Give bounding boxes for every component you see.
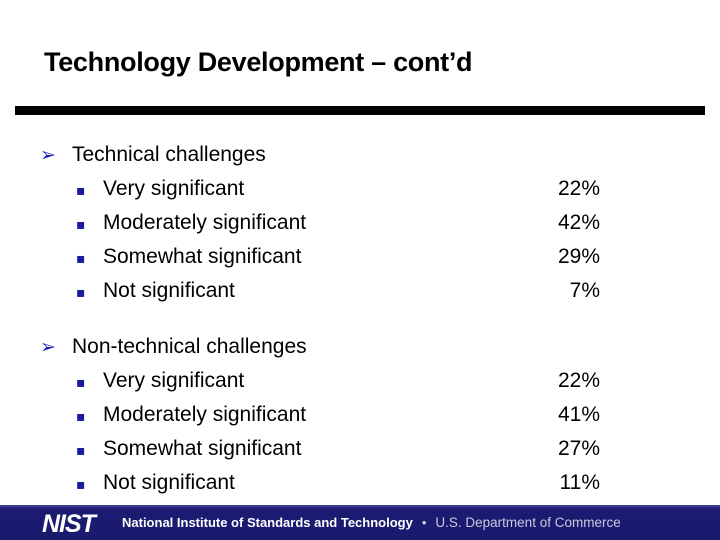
footer-dept-name: U.S. Department of Commerce — [435, 515, 621, 530]
square-bullet-icon: ▪ — [76, 443, 86, 459]
section-heading-label: Non-technical challenges — [72, 335, 307, 358]
list-item: ▪ Very significant 22% — [76, 173, 600, 207]
square-bullet-icon: ▪ — [76, 409, 86, 425]
section-heading-label: Technical challenges — [72, 143, 266, 166]
item-label: Very significant — [103, 177, 245, 200]
footer-org-name: National Institute of Standards and Tech… — [122, 515, 413, 530]
item-value: 42% — [557, 211, 600, 234]
square-bullet-icon: ▪ — [76, 251, 86, 267]
list-item: ▪ Not significant 11% — [76, 467, 600, 501]
item-value: 11% — [559, 471, 600, 494]
item-value: 22% — [557, 369, 600, 392]
square-bullet-icon: ▪ — [76, 183, 86, 199]
list-item: ▪ Moderately significant 41% — [76, 399, 600, 433]
item-value: 27% — [557, 437, 600, 460]
footer-text: National Institute of Standards and Tech… — [122, 505, 621, 540]
section-non-technical-challenges: ➢ Non-technical challenges ▪ Very signif… — [40, 333, 600, 501]
square-bullet-icon: ▪ — [76, 217, 86, 233]
item-label: Moderately significant — [103, 211, 307, 234]
nist-logo: NIST — [42, 510, 96, 538]
item-label: Not significant — [103, 471, 235, 494]
title-divider — [15, 106, 705, 115]
item-label: Somewhat significant — [103, 245, 302, 268]
footer-separator: • — [421, 515, 427, 530]
item-value: 22% — [557, 177, 600, 200]
section-heading: ➢ Non-technical challenges — [40, 333, 600, 361]
footer-bar: NIST National Institute of Standards and… — [0, 505, 720, 540]
list-item: ▪ Somewhat significant 29% — [76, 241, 600, 275]
square-bullet-icon: ▪ — [76, 375, 86, 391]
list-item: ▪ Moderately significant 42% — [76, 207, 600, 241]
item-value: 7% — [569, 279, 600, 302]
square-bullet-icon: ▪ — [76, 477, 86, 493]
list-item: ▪ Somewhat significant 27% — [76, 433, 600, 467]
list-item: ▪ Not significant 7% — [76, 275, 600, 309]
arrow-bullet-icon: ➢ — [40, 144, 56, 166]
item-label: Not significant — [103, 279, 235, 302]
item-label: Moderately significant — [103, 403, 307, 426]
item-value: 41% — [557, 403, 600, 426]
page-title: Technology Development – cont’d — [44, 47, 473, 77]
section-heading: ➢ Technical challenges — [40, 141, 600, 169]
arrow-bullet-icon: ➢ — [40, 336, 56, 358]
item-label: Very significant — [103, 369, 245, 392]
section-technical-challenges: ➢ Technical challenges ▪ Very significan… — [40, 141, 600, 309]
list-item: ▪ Very significant 22% — [76, 365, 600, 399]
square-bullet-icon: ▪ — [76, 285, 86, 301]
item-value: 29% — [557, 245, 600, 268]
item-label: Somewhat significant — [103, 437, 302, 460]
